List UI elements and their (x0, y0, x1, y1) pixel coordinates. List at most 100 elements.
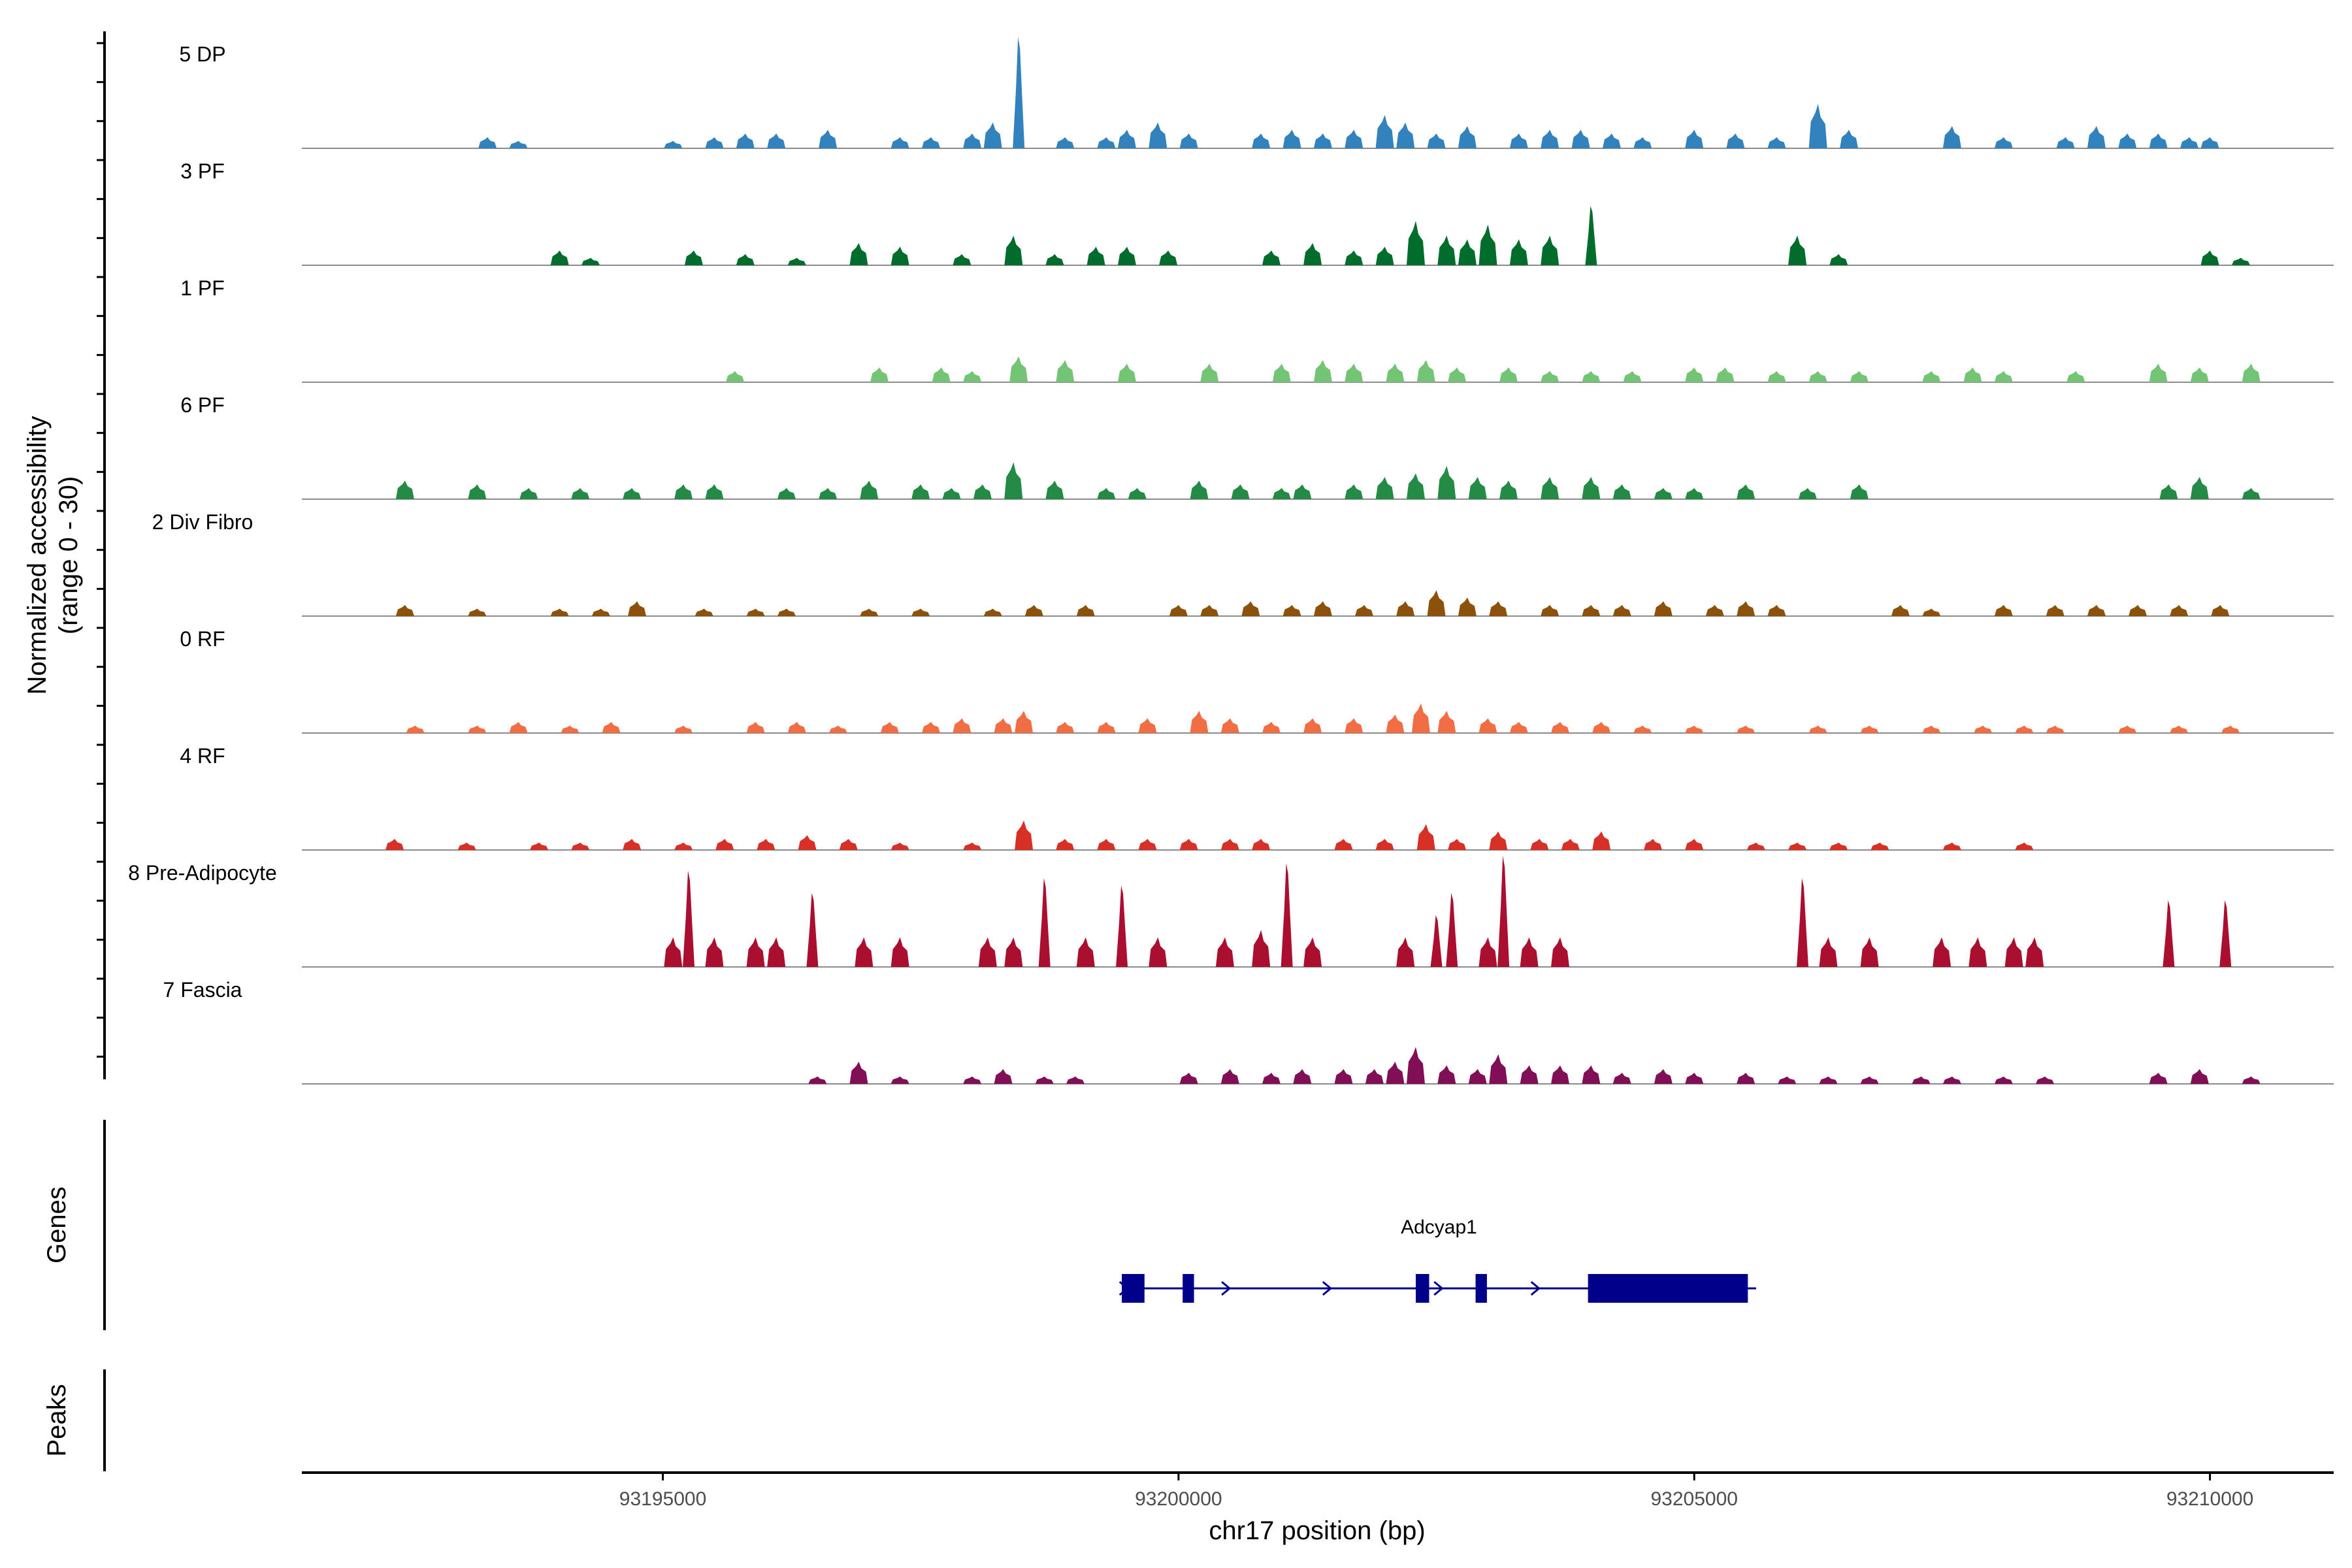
coverage-peak (1056, 722, 1075, 733)
coverage-peak (2046, 725, 2065, 733)
coverage-panel: 5 DP 3 PF 1 PF 6 PF 2 Div Fibro 0 RF 4 RF 8 Pre… (23, 31, 2334, 1085)
coverage-peak (1365, 1069, 1384, 1084)
coverage-peak (1066, 1076, 1085, 1084)
coverage-peak (2056, 137, 2075, 148)
coverage-peak (1097, 722, 1116, 733)
coverage-peak (664, 937, 683, 967)
track-label: 1 PF (180, 276, 225, 300)
strand-arrow (1433, 1281, 1444, 1296)
coverage-peak (1179, 133, 1198, 148)
coverage-peak (757, 839, 776, 850)
coverage-peak (1623, 371, 1642, 382)
coverage-peak (406, 725, 425, 733)
coverage-peak (1654, 488, 1673, 499)
coverage-peak (1293, 484, 1312, 499)
coverage-peak (911, 608, 930, 616)
coverage-peak (1458, 239, 1477, 265)
coverage-peak (684, 250, 703, 265)
coverage-peak (1685, 1073, 1704, 1084)
coverage-peak (2149, 133, 2168, 148)
coverage-peak (1509, 133, 1528, 148)
coverage-peak (1128, 488, 1147, 499)
coverage-peak (828, 725, 847, 733)
coverage-peak (478, 137, 497, 148)
coverage-peak (1334, 1069, 1353, 1084)
coverage-peak (1220, 1069, 1239, 1084)
track-label: 0 RF (180, 627, 225, 651)
coverage-peak (1448, 367, 1467, 382)
coverage-peak (1840, 129, 1859, 148)
coverage-peak (1446, 892, 1458, 967)
coverage-peak (1097, 137, 1116, 148)
coverage-peak (1685, 839, 1704, 850)
coverage-peak (1086, 246, 1105, 265)
coverage-peak (1509, 239, 1528, 265)
coverage-peak (2180, 137, 2198, 148)
coverage-peak (664, 140, 683, 148)
coverage-peak (806, 892, 819, 967)
coverage-peak (1220, 839, 1239, 850)
coverage-peak (2129, 605, 2148, 616)
coverage-peak (1778, 1076, 1797, 1084)
coverage-peak (1860, 937, 1879, 967)
coverage-peak (1149, 937, 1168, 967)
track-6-pf: 6 PF (180, 393, 2334, 500)
coverage-peak (921, 722, 940, 733)
coverage-peak (1159, 250, 1178, 265)
coverage-peak (1767, 137, 1786, 148)
coverage-peak (1303, 937, 1322, 967)
track-3-pf: 3 PF (180, 159, 2334, 266)
coverage-peak (1808, 104, 1827, 148)
coverage-peak (1138, 718, 1157, 733)
coverage-peak (1038, 878, 1051, 967)
coverage-peak (860, 608, 879, 616)
coverage-peak (1561, 839, 1580, 850)
coverage-peak (1190, 711, 1209, 733)
coverage-peak (623, 839, 642, 850)
coverage-peak (1592, 831, 1611, 850)
strand-arrow (1221, 1281, 1232, 1296)
coverage-peak (1520, 1065, 1539, 1084)
coverage-peak (1024, 605, 1043, 616)
coverage-peak (1788, 235, 1807, 265)
coverage-peak (1520, 937, 1539, 967)
coverage-peak (1468, 1069, 1487, 1084)
track-4-rf: 4 RF (180, 744, 2334, 851)
coverage-peak (1933, 937, 1952, 967)
coverage-peak (777, 488, 796, 499)
coverage-peak (602, 722, 621, 733)
coverage-peak (1303, 243, 1322, 265)
coverage-peak (2118, 725, 2137, 733)
coverage-peak (1056, 137, 1075, 148)
coverage-peak (2242, 363, 2261, 382)
coverage-peak (808, 1076, 827, 1084)
coverage-peak (1149, 122, 1168, 148)
coverage-peak (1334, 839, 1353, 850)
coverage-peak (1430, 915, 1443, 967)
coverage-peak (1282, 129, 1301, 148)
coverage-peak (1582, 371, 1601, 382)
coverage-peak (890, 937, 909, 967)
coverage-peak (1056, 360, 1075, 382)
coverage-peak (1116, 885, 1128, 967)
coverage-peak (715, 839, 734, 850)
coverage-peak (1313, 601, 1332, 616)
coverage-peak (1509, 722, 1528, 733)
coverage-peak (628, 601, 647, 616)
coverage-peak (1406, 473, 1425, 499)
track-label: 3 PF (180, 159, 225, 183)
track-label: 5 DP (179, 42, 225, 66)
coverage-peak (2219, 900, 2232, 967)
coverage-peak (973, 484, 992, 499)
coverage-peak (1427, 133, 1446, 148)
track-1-pf: 1 PF (180, 276, 2334, 383)
coverage-peak (674, 725, 693, 733)
coverage-peak (2170, 725, 2189, 733)
coverage-peak (1045, 254, 1064, 265)
coverage-peak (1612, 605, 1631, 616)
coverage-peak (1293, 1069, 1312, 1084)
coverage-peak (2200, 250, 2219, 265)
coverage-peak (787, 722, 806, 733)
coverage-peak (1550, 937, 1569, 967)
track-8-pre-adipocyte: 8 Pre-Adipocyte (128, 856, 2334, 968)
